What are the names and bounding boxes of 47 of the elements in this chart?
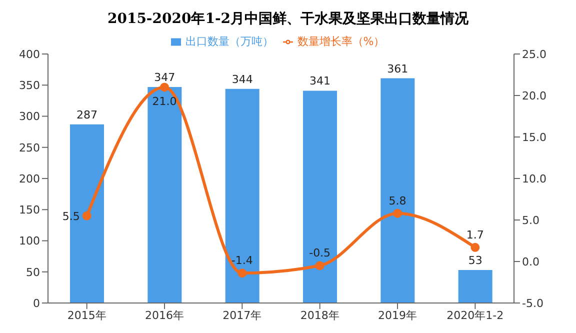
y2-tick-label: 15.0 — [522, 130, 546, 144]
data-label: 361 — [387, 62, 408, 76]
chart-title: 2015-2020年1-2月中国鲜、干水果及坚果出口数量情况 — [106, 10, 470, 29]
y-tick-label: 0 — [33, 296, 40, 310]
data-label: 287 — [76, 108, 98, 122]
y-tick-label: 400 — [19, 48, 40, 61]
x-tick-label: 2020年1-2 — [446, 308, 504, 322]
data-label: 347 — [154, 70, 176, 84]
point — [470, 242, 480, 252]
y2-tick-label: 25.0 — [522, 48, 546, 61]
y-tick-label: 200 — [19, 172, 40, 186]
y-tick-label: 150 — [19, 204, 40, 217]
point — [160, 82, 169, 92]
point — [315, 261, 324, 270]
y2-tick-label: 20.0 — [522, 89, 546, 102]
data-label: 344 — [232, 72, 253, 86]
point — [82, 211, 92, 220]
y2-tick-label: -5.0 — [522, 296, 544, 310]
y2-tick-label: 0.0 — [522, 255, 540, 268]
legend-label: 出口数量（万吨） — [185, 35, 274, 48]
data-label: 21.0 — [152, 95, 177, 108]
data-label: 341 — [310, 74, 330, 88]
point — [393, 208, 402, 218]
data-label: -1.4 — [231, 254, 253, 268]
y-tick-label: 100 — [19, 234, 40, 248]
bar — [458, 270, 492, 303]
legend-label: 数量增长率（%） — [297, 35, 385, 48]
data-label: -0.5 — [309, 246, 331, 260]
x-tick-label: 2018年 — [300, 308, 340, 322]
y2-tick-label: 5.0 — [522, 214, 540, 227]
data-label: 1.7 — [466, 228, 484, 242]
bar — [303, 90, 337, 303]
data-label: 53 — [468, 254, 482, 268]
point — [238, 268, 247, 278]
bar — [380, 78, 415, 303]
x-tick-label: 2015年 — [67, 308, 106, 322]
y-tick-label: 50 — [26, 266, 40, 279]
x-tick-label: 2017年 — [222, 308, 262, 322]
y-tick-label: 350 — [19, 79, 40, 92]
x-tick-label: 2019年 — [378, 308, 417, 322]
bar — [148, 86, 182, 303]
bar — [225, 88, 260, 303]
y-tick-label: 300 — [19, 110, 40, 124]
x-tick-label: 2016年 — [145, 308, 184, 322]
data-label: 5.8 — [388, 194, 406, 208]
y2-tick-label: 10.0 — [522, 172, 546, 186]
y-tick-label: 250 — [19, 141, 40, 154]
